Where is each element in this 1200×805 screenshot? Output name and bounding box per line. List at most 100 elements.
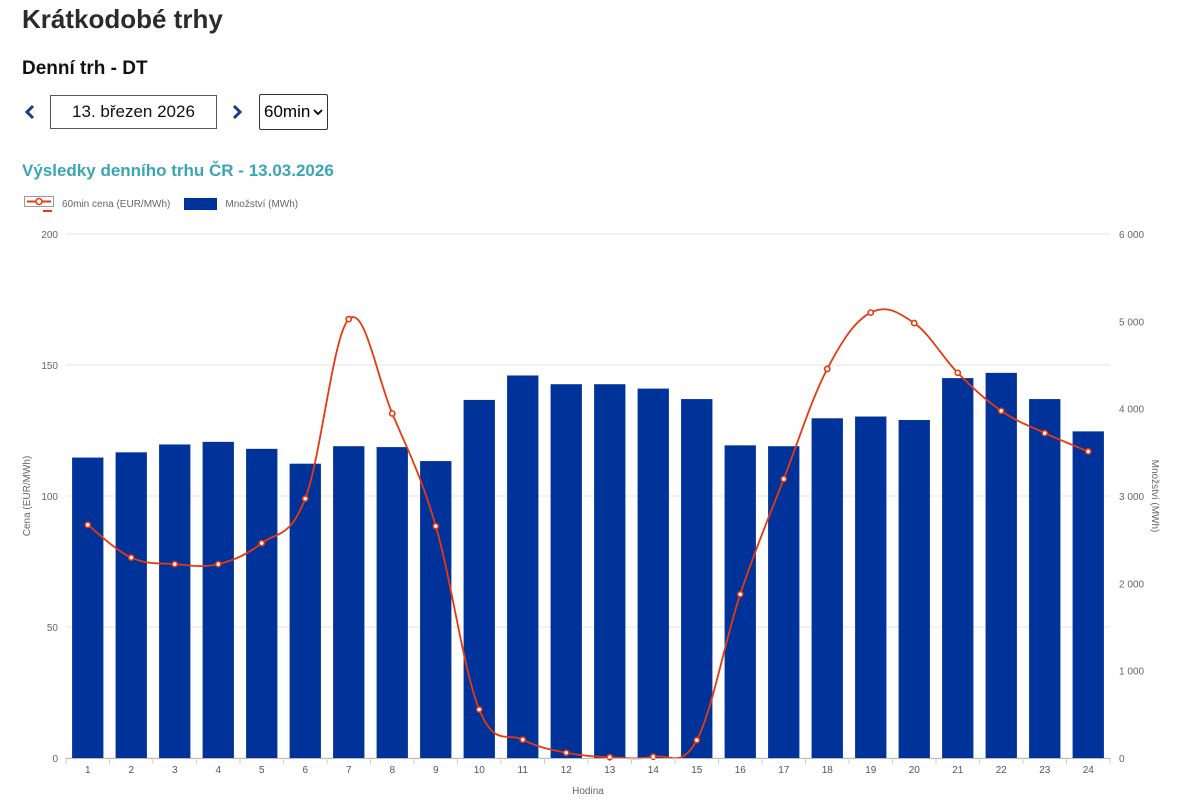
y-right-axis-title: Množství (MWh) bbox=[1149, 460, 1160, 533]
price-point[interactable] bbox=[1041, 429, 1049, 437]
bar-series-icon bbox=[184, 198, 218, 210]
price-point[interactable] bbox=[301, 495, 309, 503]
page-title: Krátkodobé trhy bbox=[22, 4, 223, 34]
price-line bbox=[87, 308, 1089, 760]
x-tick-label: 12 bbox=[561, 765, 573, 776]
x-tick-label: 8 bbox=[389, 765, 395, 776]
y-right-tick-label: 4 000 bbox=[1119, 405, 1144, 416]
price-point[interactable] bbox=[388, 410, 396, 417]
price-point[interactable] bbox=[127, 554, 135, 561]
x-tick-label: 4 bbox=[215, 765, 221, 776]
bar[interactable] bbox=[768, 446, 800, 758]
line-series bbox=[84, 308, 1092, 761]
price-point[interactable] bbox=[606, 753, 614, 761]
bar[interactable] bbox=[376, 447, 408, 758]
x-tick-label: 11 bbox=[518, 765, 529, 776]
next-day-button[interactable] bbox=[229, 95, 245, 129]
resolution-select[interactable]: 60min bbox=[259, 94, 329, 130]
x-tick-label: 24 bbox=[1083, 765, 1095, 776]
x-tick-label: 18 bbox=[822, 765, 834, 776]
y-left-tick-label: 150 bbox=[41, 361, 58, 372]
price-point[interactable] bbox=[867, 309, 875, 316]
price-point[interactable] bbox=[214, 560, 222, 568]
bar[interactable] bbox=[463, 399, 495, 758]
chart-legend: 60min cena (EUR/MWh) Množství (MWh) bbox=[24, 195, 312, 213]
axes: 0 50 100 150 200 0 1 000 2 000 3 000 4 000 5 000 6 … bbox=[22, 230, 1160, 797]
bar[interactable] bbox=[898, 420, 930, 758]
x-tick-label: 13 bbox=[604, 765, 616, 776]
price-point[interactable] bbox=[910, 319, 918, 327]
x-tick-label: 5 bbox=[259, 765, 265, 776]
price-point[interactable] bbox=[84, 521, 92, 529]
bar[interactable] bbox=[681, 399, 713, 758]
legend-label-quantity: Množství (MWh) bbox=[225, 198, 299, 210]
legend-label-price: 60min cena (EUR/MWh) bbox=[62, 198, 171, 210]
bar[interactable] bbox=[724, 445, 756, 758]
previous-day-button[interactable] bbox=[22, 95, 38, 129]
price-point[interactable] bbox=[997, 407, 1005, 415]
price-point[interactable] bbox=[954, 369, 962, 377]
bar[interactable] bbox=[594, 384, 626, 758]
price-point[interactable] bbox=[432, 522, 440, 530]
y-right-tick-label: 3 000 bbox=[1119, 492, 1144, 503]
date-input[interactable]: 13. březen 2026 bbox=[50, 95, 217, 129]
x-tick-label: 19 bbox=[865, 765, 877, 776]
x-tick-label: 1 bbox=[85, 765, 91, 776]
y-left-tick-label: 0 bbox=[52, 754, 58, 765]
bar[interactable] bbox=[550, 384, 582, 758]
legend-item-quantity[interactable]: Množství (MWh) bbox=[184, 198, 298, 210]
x-tick-label: 17 bbox=[778, 765, 790, 776]
x-tick-label: 3 bbox=[172, 765, 178, 776]
bar[interactable] bbox=[811, 418, 843, 758]
bar[interactable] bbox=[1029, 399, 1061, 758]
bar[interactable] bbox=[115, 452, 147, 758]
x-tick-label: 23 bbox=[1039, 765, 1051, 776]
bar[interactable] bbox=[942, 378, 974, 758]
bar[interactable] bbox=[159, 444, 191, 758]
y-right-tick-label: 2 000 bbox=[1119, 579, 1144, 590]
price-point[interactable] bbox=[736, 590, 744, 598]
x-axis-title: Hodina bbox=[572, 786, 604, 797]
bar-series bbox=[72, 372, 1104, 758]
chevron-left-icon bbox=[24, 104, 35, 120]
bar[interactable] bbox=[246, 448, 278, 758]
bar[interactable] bbox=[420, 461, 452, 758]
x-tick-label: 7 bbox=[346, 765, 352, 776]
y-left-tick-label: 100 bbox=[41, 492, 58, 503]
x-tick-label: 2 bbox=[128, 765, 134, 776]
bar[interactable] bbox=[289, 463, 321, 758]
price-point[interactable] bbox=[562, 749, 570, 757]
bar[interactable] bbox=[855, 416, 887, 758]
price-point[interactable] bbox=[823, 365, 831, 373]
bar[interactable] bbox=[637, 388, 669, 758]
price-point[interactable] bbox=[258, 539, 266, 547]
legend-item-price[interactable]: 60min cena (EUR/MWh) bbox=[24, 195, 170, 213]
price-point[interactable] bbox=[693, 736, 701, 744]
bar[interactable] bbox=[333, 446, 365, 758]
x-tick-label: 21 bbox=[952, 765, 964, 776]
y-left-tick-label: 50 bbox=[47, 623, 59, 634]
y-right-tick-label: 1 000 bbox=[1119, 667, 1144, 678]
chart-title: Výsledky denního trhu ČR - 13.03.2026 bbox=[22, 161, 334, 180]
bar[interactable] bbox=[202, 441, 234, 758]
line-series-icon bbox=[24, 196, 54, 212]
y-left-axis-title: Cena (EUR/MWh) bbox=[22, 456, 33, 537]
x-tick-label: 20 bbox=[909, 765, 921, 776]
price-point[interactable] bbox=[649, 753, 657, 761]
bar[interactable] bbox=[985, 372, 1017, 758]
resolution-select-value: 60min bbox=[264, 102, 311, 121]
price-point[interactable] bbox=[519, 736, 527, 744]
bar[interactable] bbox=[72, 457, 104, 758]
price-point[interactable] bbox=[475, 706, 483, 713]
x-tick-label: 6 bbox=[302, 765, 308, 776]
bar[interactable] bbox=[507, 375, 539, 758]
x-tick-label: 15 bbox=[691, 765, 703, 776]
bar[interactable] bbox=[1072, 431, 1104, 758]
price-point[interactable] bbox=[1084, 448, 1092, 455]
chart-area: 0 50 100 150 200 0 1 000 2 000 3 000 4 000 5 000 6 … bbox=[22, 230, 1160, 797]
price-point[interactable] bbox=[171, 560, 179, 568]
chevron-right-icon bbox=[232, 104, 243, 120]
price-point[interactable] bbox=[345, 315, 353, 323]
price-point[interactable] bbox=[780, 475, 788, 483]
x-tick-label: 14 bbox=[648, 765, 660, 776]
